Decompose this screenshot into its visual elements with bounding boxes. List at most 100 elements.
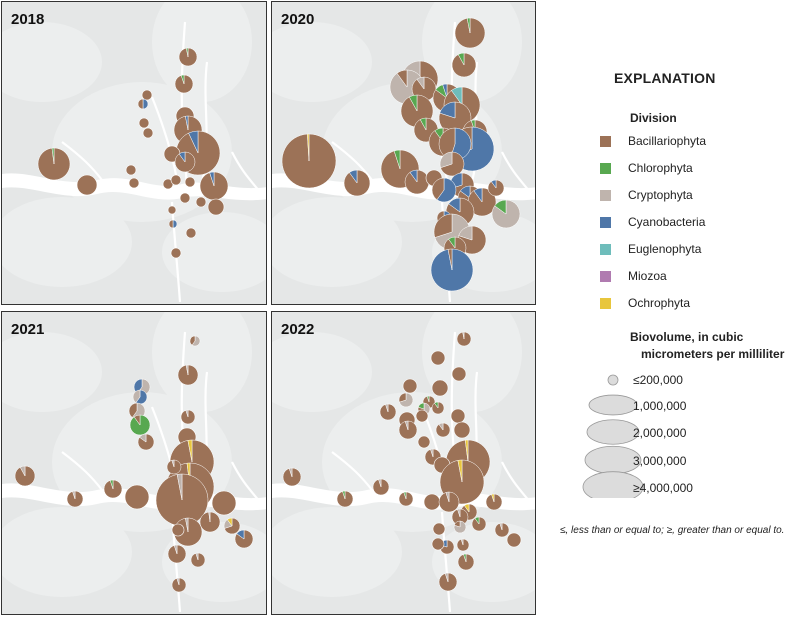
pie-slice — [142, 98, 149, 110]
pie-slice — [403, 491, 407, 500]
station-pie — [450, 408, 466, 424]
pie-slice — [207, 198, 225, 216]
pie-slice — [404, 420, 409, 431]
pie-slice — [132, 389, 141, 404]
station-pie — [155, 473, 209, 527]
station-pie — [343, 169, 371, 197]
pie-slice — [195, 552, 199, 561]
pie-slice — [417, 435, 431, 449]
legend-title: EXPLANATION — [614, 70, 716, 86]
station-pie — [180, 409, 196, 425]
pie-slice — [186, 47, 189, 58]
pie-slice — [442, 83, 448, 99]
station-pie — [170, 174, 182, 186]
pie-slice — [195, 196, 207, 208]
pie-slice — [72, 490, 76, 500]
pie-slice — [189, 335, 196, 346]
station-pie — [491, 199, 521, 229]
pie-slice — [444, 572, 449, 583]
legend-label: Bacillariophyta — [628, 134, 707, 148]
station-pie — [66, 490, 84, 508]
swatch — [600, 297, 611, 309]
size-symbol — [586, 419, 640, 445]
swatch — [600, 162, 611, 174]
map-panel-2021: 2021 — [1, 311, 267, 615]
pie-slice — [423, 493, 441, 511]
legend-item-chlorophyta: Chlorophyta — [600, 161, 693, 175]
pie-slice — [430, 448, 434, 458]
station-pie — [167, 205, 177, 215]
size-label: 3,000,000 — [633, 454, 687, 468]
size-label: ≤200,000 — [633, 373, 683, 387]
station-pie — [336, 490, 354, 508]
station-pie — [178, 47, 198, 67]
station-pie — [438, 572, 458, 592]
station-pie — [456, 331, 472, 347]
pie-slice — [447, 248, 453, 271]
pie-slice — [128, 177, 140, 189]
pie-slice — [187, 439, 193, 463]
legend: EXPLANATION Division Bacillariophyta Chl… — [548, 0, 788, 618]
pie-slice — [176, 473, 183, 501]
size-symbols — [582, 374, 644, 498]
pie-slice — [226, 517, 233, 527]
station-pie — [471, 516, 487, 532]
station-pie — [379, 403, 397, 421]
pie-slice — [419, 117, 427, 131]
pie-slice — [171, 459, 175, 468]
station-pie — [438, 491, 460, 513]
station-pie — [423, 493, 441, 511]
pie-slice — [409, 169, 418, 183]
pie-slice — [185, 227, 197, 239]
station-pie — [199, 511, 221, 533]
station-pie — [189, 335, 201, 347]
legend-item-ochrophyta: Ochrophyta — [600, 296, 690, 310]
pie-slice — [453, 520, 467, 534]
pie-slice — [125, 164, 137, 176]
tributary — [61, 141, 103, 181]
pie-slice — [457, 508, 461, 518]
pie-slice — [436, 177, 457, 203]
pie-slice — [307, 133, 310, 162]
pie-slice — [450, 408, 466, 424]
station-pie — [431, 177, 457, 203]
map-panel-2020: 2020 — [271, 1, 536, 305]
station-pie — [457, 553, 475, 571]
pie-slice — [451, 366, 467, 382]
land-patch — [2, 507, 132, 597]
station-pie — [184, 176, 196, 188]
station-pie — [372, 478, 390, 496]
map-panel-2022: 2022 — [271, 311, 536, 615]
pie-slice — [184, 176, 196, 188]
land-patch — [272, 22, 372, 102]
station-pie — [132, 389, 148, 405]
legend-item-cryptophyta: Cryptophyta — [600, 188, 693, 202]
station-pie — [494, 522, 510, 538]
swatch — [600, 243, 611, 255]
station-pie — [451, 52, 477, 78]
pie-slice — [19, 465, 26, 477]
station-pie — [14, 465, 36, 487]
pie-slice — [139, 433, 147, 443]
pie-slice — [170, 247, 182, 259]
pie-slice — [211, 490, 237, 516]
size-label: 1,000,000 — [633, 399, 687, 413]
pie-slice — [168, 219, 174, 229]
station-pie — [137, 98, 149, 110]
pie-slice — [171, 523, 185, 537]
swatch — [600, 135, 611, 147]
pie-slice — [457, 459, 463, 483]
panel-year-label: 2020 — [281, 11, 315, 28]
pie-slice — [431, 537, 445, 551]
station-pie — [199, 171, 229, 201]
station-pie — [281, 133, 337, 189]
pie-slice — [398, 392, 407, 403]
pie-slice — [170, 174, 182, 186]
pie-slice — [137, 98, 144, 110]
pie-slice — [236, 529, 245, 540]
pie-slice — [431, 379, 449, 397]
pie-slice — [426, 395, 430, 403]
pie-slice — [415, 409, 429, 423]
pie-slice — [434, 401, 439, 409]
station-pie — [124, 484, 150, 510]
